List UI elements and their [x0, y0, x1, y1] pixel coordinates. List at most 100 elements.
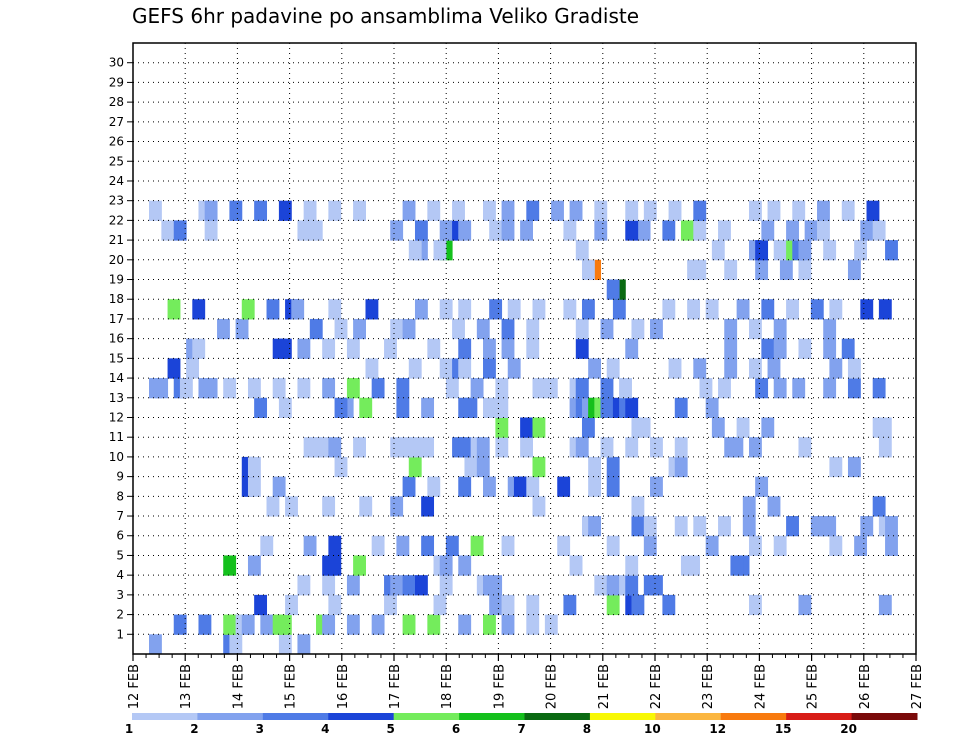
heat-cell	[458, 299, 472, 320]
heat-cell	[878, 417, 892, 438]
heat-cell	[823, 318, 837, 340]
y-tick-label: 6	[116, 529, 124, 543]
heat-cell	[563, 220, 577, 241]
y-tick-label: 18	[109, 292, 124, 306]
heat-cell	[328, 535, 342, 556]
legend-swatch	[786, 713, 853, 720]
heat-cell	[631, 516, 645, 537]
heat-cell	[427, 476, 441, 497]
y-tick-label: 24	[109, 174, 124, 188]
heat-cell	[247, 378, 261, 399]
heat-cell	[823, 338, 837, 359]
heat-cell	[204, 220, 218, 241]
legend-label: 10	[644, 722, 661, 736]
heat-cell	[532, 496, 546, 517]
heat-cell	[179, 378, 193, 399]
heat-cell	[650, 476, 663, 497]
heat-cell	[458, 476, 472, 497]
x-tick-label: 18 FEB	[440, 664, 455, 709]
heat-cell	[817, 220, 830, 241]
heat-cell	[847, 456, 861, 478]
heat-cell	[371, 378, 385, 399]
heat-cell	[748, 200, 762, 221]
heat-cell	[334, 318, 348, 340]
heat-cell	[674, 516, 688, 537]
heat-cell	[718, 516, 731, 537]
heat-cell	[278, 614, 292, 635]
heat-cell	[297, 575, 311, 596]
heat-cell	[297, 634, 311, 655]
heat-cell	[773, 240, 787, 261]
heat-cell	[353, 437, 366, 458]
heat-cell	[278, 634, 292, 655]
heat-cell	[384, 594, 397, 616]
heat-cell	[606, 476, 620, 497]
heat-cell	[501, 220, 515, 241]
heat-cell	[173, 220, 187, 241]
heat-cell	[575, 378, 589, 399]
heat-cell	[792, 378, 806, 399]
heat-cell	[346, 575, 360, 596]
heat-cell	[421, 535, 435, 556]
heat-cell	[625, 220, 639, 241]
heat-cell	[204, 200, 218, 221]
heat-cell	[260, 614, 274, 635]
x-tick-label: 12 FEB	[127, 664, 142, 709]
legend-label: 6	[452, 722, 460, 736]
legend-swatch	[720, 713, 787, 720]
heat-cell	[458, 614, 472, 635]
heat-cell	[693, 358, 707, 379]
legend-swatch	[328, 713, 395, 720]
heat-cell	[773, 338, 787, 359]
heat-cell	[254, 397, 268, 418]
heat-cell	[167, 299, 181, 320]
legend-swatch	[132, 713, 198, 720]
heat-cell	[371, 535, 385, 556]
heat-cell	[489, 594, 503, 616]
heat-cell	[353, 200, 366, 221]
heat-cell	[458, 555, 472, 576]
heat-cell	[631, 496, 645, 517]
heat-cell	[458, 437, 472, 458]
heat-cell	[390, 575, 404, 596]
heat-cell	[458, 338, 472, 359]
heat-cell	[334, 397, 348, 418]
y-tick-label: 21	[109, 233, 124, 247]
heat-cell	[532, 378, 546, 399]
heat-cell	[854, 240, 868, 261]
heat-cell	[483, 338, 496, 359]
heat-cell	[402, 318, 416, 340]
heat-cell	[384, 338, 397, 359]
heat-cell	[526, 338, 540, 359]
heat-cell	[581, 299, 595, 320]
heat-cell	[885, 535, 898, 556]
heat-cell	[773, 535, 787, 556]
heat-cell	[606, 575, 620, 596]
legend-swatch	[851, 713, 918, 720]
y-tick-label: 20	[109, 253, 124, 267]
heat-cell	[748, 358, 762, 379]
heat-cell	[575, 338, 589, 359]
heat-cell	[414, 575, 428, 596]
heat-cell	[563, 594, 577, 616]
heat-cell	[532, 456, 546, 478]
heat-cell	[328, 299, 342, 320]
y-tick-label: 17	[109, 312, 124, 326]
heat-cell	[581, 417, 595, 438]
y-tick-label: 28	[109, 95, 124, 109]
heat-cell	[359, 397, 373, 418]
heat-cell	[186, 358, 199, 379]
heat-cell	[501, 200, 515, 221]
heat-cell	[309, 220, 323, 241]
heat-cell	[173, 614, 187, 635]
heat-cell	[526, 318, 540, 340]
heat-cell	[594, 220, 608, 241]
heat-cell	[693, 200, 707, 221]
heat-cell	[476, 318, 490, 340]
heat-cell	[693, 220, 707, 241]
heat-cell	[829, 358, 843, 379]
heat-cell	[359, 496, 373, 517]
heat-cell	[483, 200, 496, 221]
heat-cell	[390, 220, 404, 241]
x-tick-label: 26 FEB	[858, 664, 873, 709]
